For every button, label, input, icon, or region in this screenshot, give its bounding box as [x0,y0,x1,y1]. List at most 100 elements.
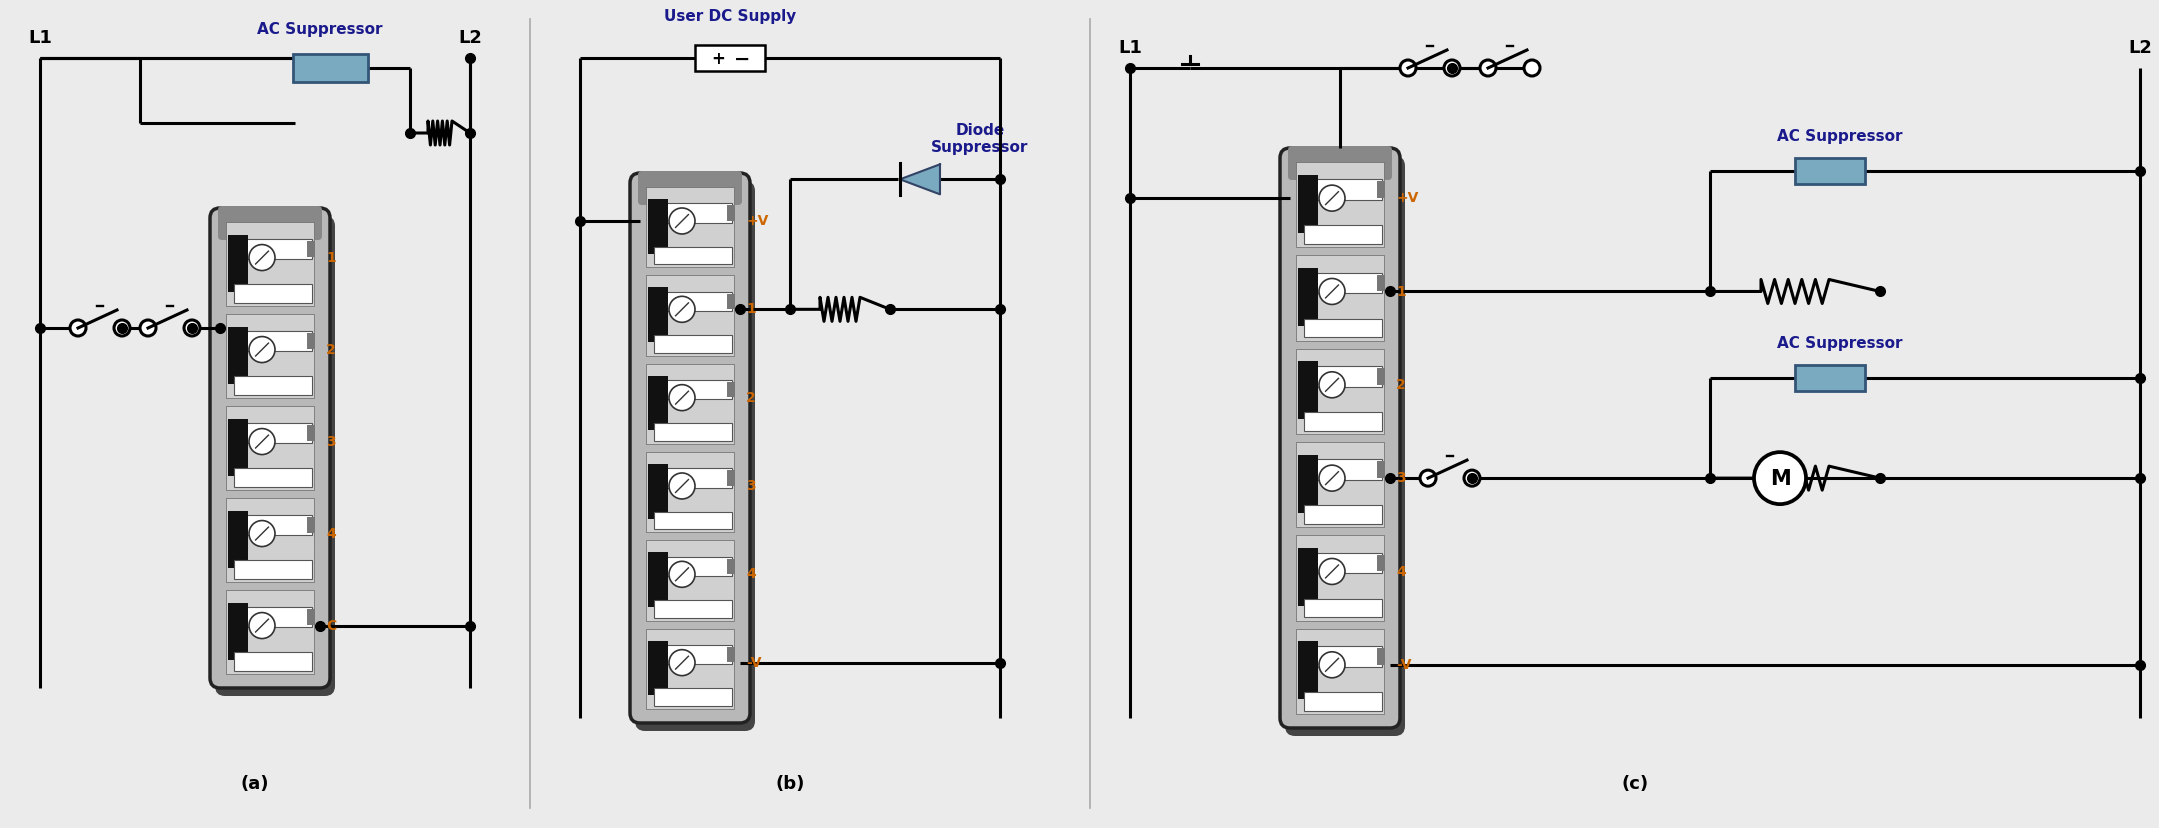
Text: 4: 4 [747,566,756,580]
Bar [1298,269,1317,326]
Bar [1794,366,1865,392]
Text: -V: -V [1397,657,1412,671]
Bar [1377,555,1386,571]
Text: 2: 2 [747,390,756,404]
FancyBboxPatch shape [1285,156,1406,736]
Bar [646,452,734,532]
Bar [728,559,734,575]
Text: (a): (a) [242,774,270,792]
Text: (b): (b) [775,774,805,792]
Text: AC Suppressor: AC Suppressor [257,22,382,37]
Bar [648,200,667,254]
Bar [229,511,248,568]
Text: 1: 1 [1397,284,1406,298]
Bar [1794,159,1865,185]
Bar [695,46,764,72]
Bar [1295,349,1384,435]
Bar [654,557,732,576]
FancyBboxPatch shape [1289,147,1393,181]
Bar [728,383,734,398]
Circle shape [1319,559,1345,585]
Bar [1298,362,1317,420]
Circle shape [1319,186,1345,212]
Bar [1298,176,1317,233]
Bar [654,469,732,489]
Bar [291,55,367,83]
Circle shape [184,320,201,337]
Circle shape [248,429,274,455]
Bar [307,609,315,626]
FancyBboxPatch shape [630,174,749,723]
Circle shape [669,474,695,499]
Bar [233,240,313,260]
Bar [654,645,732,665]
Bar [654,248,732,265]
Circle shape [248,521,274,547]
Bar [227,407,313,490]
Bar [229,603,248,660]
Bar [654,204,732,224]
Text: 3: 3 [747,479,756,493]
Text: L1: L1 [1118,39,1142,57]
Polygon shape [900,165,939,195]
Bar [648,288,667,343]
Text: L1: L1 [28,29,52,47]
Bar [233,561,313,579]
Bar [1304,692,1382,710]
FancyBboxPatch shape [216,217,335,696]
Bar [1377,368,1386,385]
Text: 2: 2 [1397,378,1406,392]
Text: C: C [326,618,337,632]
Bar [227,498,313,582]
Circle shape [669,385,695,412]
Circle shape [669,561,695,588]
Bar [1304,273,1382,294]
Bar [646,188,734,268]
Bar [1295,163,1384,248]
Text: +: + [710,50,725,68]
Text: User DC Supply: User DC Supply [663,9,797,24]
Circle shape [1399,61,1416,77]
Bar [1298,642,1317,700]
Circle shape [1421,470,1436,487]
Text: +V: +V [747,214,769,228]
Bar [654,424,732,441]
Bar [1304,412,1382,431]
Text: L2: L2 [2129,39,2153,57]
Circle shape [669,209,695,234]
Circle shape [1444,61,1459,77]
Circle shape [1319,373,1345,398]
Bar [728,647,734,662]
Bar [1377,276,1386,292]
Text: 1: 1 [326,250,337,264]
Bar [1295,536,1384,621]
Circle shape [69,320,86,337]
Circle shape [248,245,274,272]
Text: -V: -V [747,655,762,669]
Circle shape [1524,61,1539,77]
Circle shape [669,650,695,676]
Bar [233,377,313,395]
Circle shape [1319,652,1345,678]
Text: Diode
Suppressor: Diode Suppressor [931,123,1028,155]
Bar [233,652,313,671]
Bar [307,426,315,442]
Circle shape [248,337,274,363]
Text: (c): (c) [1621,774,1649,792]
Bar [646,541,734,621]
Bar [1298,455,1317,513]
Bar [654,600,732,618]
Bar [233,608,313,628]
Bar [227,590,313,674]
Bar [1304,553,1382,574]
Bar [1377,182,1386,199]
Bar [233,424,313,444]
Text: 4: 4 [326,526,337,540]
Text: 1: 1 [747,302,756,316]
Bar [654,688,732,706]
Bar [1304,599,1382,618]
Bar [229,419,248,476]
Bar [1304,226,1382,244]
Circle shape [140,320,155,337]
FancyBboxPatch shape [218,207,322,241]
